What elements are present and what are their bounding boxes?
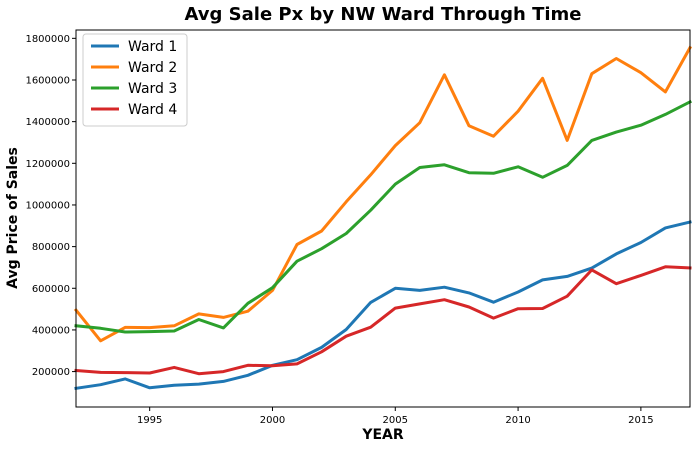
chart-title: Avg Sale Px by NW Ward Through Time xyxy=(184,4,582,25)
legend-entry: Ward 3 xyxy=(128,81,177,97)
legend-entry: Ward 2 xyxy=(128,60,177,76)
y-tick-label: 600000 xyxy=(32,284,70,295)
y-tick-label: 1000000 xyxy=(25,200,70,211)
y-tick-label: 800000 xyxy=(32,242,70,253)
series-line-1 xyxy=(74,220,692,391)
y-tick-label: 1800000 xyxy=(25,34,70,45)
x-tick-label: 2015 xyxy=(628,415,653,426)
y-tick-label: 1200000 xyxy=(25,159,70,170)
x-tick-label: 2000 xyxy=(260,415,285,426)
legend-entry: Ward 1 xyxy=(128,39,177,55)
y-tick-label: 1600000 xyxy=(25,75,70,86)
y-tick-label: 200000 xyxy=(32,367,70,378)
legend-box xyxy=(82,33,188,127)
y-tick-label: 400000 xyxy=(32,325,70,336)
series-line-4 xyxy=(74,265,692,376)
axes-frame xyxy=(75,29,691,408)
x-tick-label: 1995 xyxy=(137,415,162,426)
x-tick-label: 2010 xyxy=(505,415,530,426)
legend-entry: Ward 4 xyxy=(128,102,177,118)
x-tick-label: 2005 xyxy=(383,415,408,426)
series-line-3 xyxy=(74,99,693,334)
y-tick-label: 1400000 xyxy=(25,117,70,128)
x-axis-label: YEAR xyxy=(362,427,404,443)
series-line-2 xyxy=(73,45,693,343)
